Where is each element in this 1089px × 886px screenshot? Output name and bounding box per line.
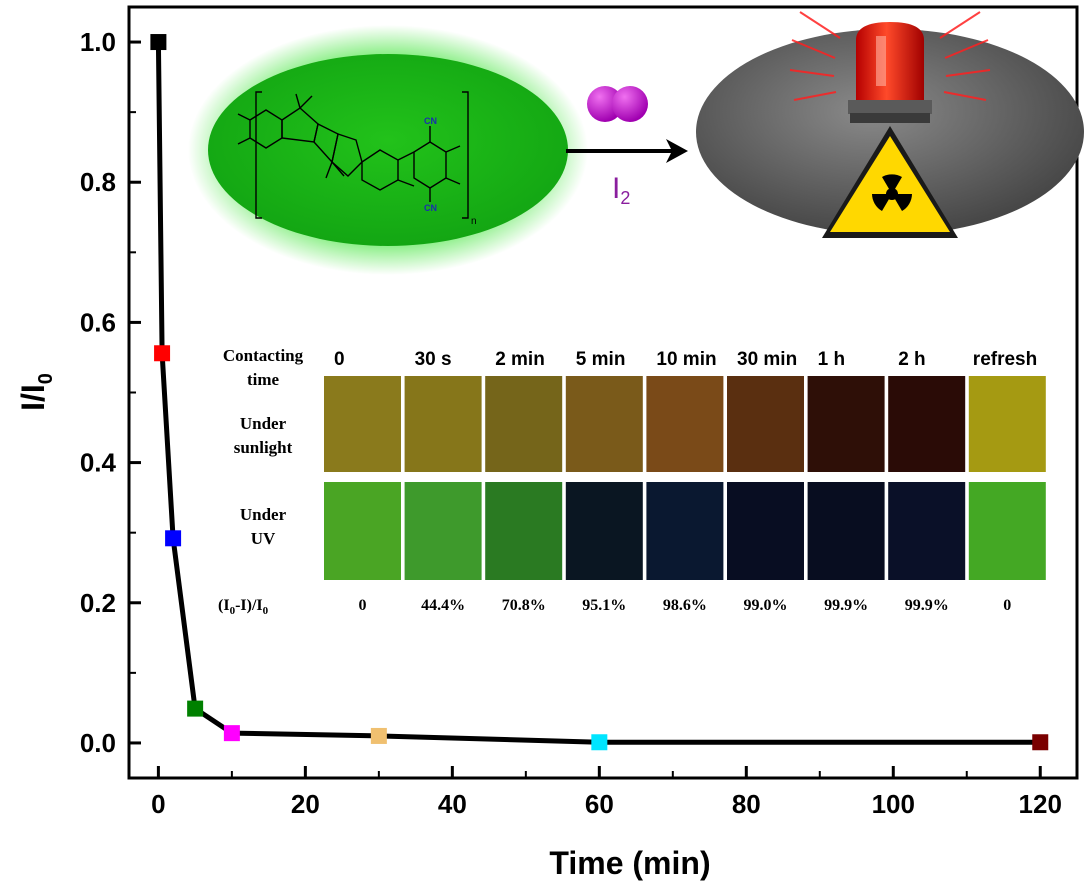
sunlight-swatch: [565, 376, 643, 472]
y-axis-label-main: I/I: [15, 384, 51, 411]
efficiency-value: 70.8%: [502, 597, 546, 614]
efficiency-value: 0: [1003, 597, 1011, 614]
y-axis: 0.0 0.2 0.4 0.6 0.8 1.0: [80, 27, 141, 758]
data-point: [370, 727, 387, 744]
radiation-warning-icon: [822, 126, 958, 238]
uv-swatch: [727, 482, 804, 580]
reaction-arrow-head: [666, 139, 688, 163]
row-header-time-line1: Contacting: [223, 346, 304, 365]
uv-swatch: [646, 482, 724, 580]
reagent-label-main: I: [612, 172, 620, 205]
data-point: [165, 530, 182, 547]
y-tick-label: 0.0: [80, 728, 116, 758]
efficiency-value: 44.4%: [421, 597, 465, 614]
efficiency-label: (I0-I)/I0: [218, 597, 269, 617]
sunlight-swatch: [807, 376, 885, 472]
sunlight-swatch: [888, 376, 966, 472]
x-axis: 0 20 40 60 80 100 120: [151, 766, 1062, 819]
efficiency-value: 0: [359, 597, 367, 614]
inset-cells: 0 0 30 s 44.4% 2 min 70.8% 5 min 95.1% 10 min 98.…: [324, 349, 1046, 614]
data-point: [150, 34, 167, 51]
uv-swatch: [888, 482, 966, 580]
data-point: [223, 725, 240, 742]
x-tick-label: 0: [151, 789, 165, 819]
y-axis-label-subscript: 0: [35, 373, 57, 384]
efficiency-value: 95.1%: [582, 597, 626, 614]
time-label: refresh: [973, 349, 1037, 370]
y-tick-label: 0.4: [80, 448, 117, 478]
iodine-atom-right: [612, 86, 648, 122]
time-label: 2 h: [898, 349, 925, 370]
row-header-sunlight-line1: Under: [240, 414, 287, 433]
color-change-inset: Contacting time Under sunlight Under UV …: [218, 346, 1046, 617]
alarm-beacon-icon: [848, 22, 932, 123]
data-point: [187, 700, 204, 717]
sunlight-swatch: [404, 376, 482, 472]
iodine-reagent: I2: [566, 86, 688, 208]
sunlight-swatch: [968, 376, 1046, 472]
x-tick-label: 100: [872, 789, 915, 819]
data-point: [1032, 734, 1049, 751]
green-disc: [208, 54, 568, 246]
alarm-scheme: [696, 11, 1084, 238]
uv-swatch: [324, 482, 401, 580]
row-header-uv-line2: UV: [251, 529, 276, 548]
polymer-structure: [237, 91, 469, 219]
alarm-rays: [789, 11, 991, 101]
repeat-unit-n: n: [471, 216, 477, 227]
y-axis-label: I/I0: [15, 373, 57, 411]
series-markers: [150, 34, 1049, 751]
y-tick-label: 0.8: [80, 167, 116, 197]
reagent-label: I2: [612, 172, 630, 208]
polymer-scheme: CN CN n: [188, 25, 588, 275]
sunlight-swatch: [646, 376, 724, 472]
uv-swatch: [968, 482, 1046, 580]
time-label: 2 min: [495, 349, 545, 370]
x-tick-label: 120: [1019, 789, 1062, 819]
iodine-atom-left: [587, 86, 623, 122]
cn-label-bottom: CN: [424, 203, 437, 213]
efficiency-value: 98.6%: [663, 597, 707, 614]
row-header-sunlight-line2: sunlight: [234, 438, 293, 457]
sunlight-swatch: [727, 376, 804, 472]
y-tick-label: 1.0: [80, 27, 116, 57]
row-header-time-line2: time: [247, 370, 280, 389]
sunlight-swatch: [324, 376, 401, 472]
efficiency-label-part1: (I: [218, 597, 230, 614]
efficiency-value: 99.0%: [744, 597, 788, 614]
time-label: 30 s: [415, 349, 452, 370]
x-tick-label: 80: [732, 789, 761, 819]
efficiency-value: 99.9%: [905, 597, 949, 614]
data-point: [591, 734, 608, 751]
x-tick-label: 40: [438, 789, 467, 819]
series-line: [155, 41, 1041, 745]
data-point: [154, 345, 171, 362]
y-tick-label: 0.6: [80, 307, 116, 337]
sunlight-swatch: [485, 376, 563, 472]
time-label: 1 h: [818, 349, 845, 370]
uv-swatch: [485, 482, 563, 580]
row-header-uv-line1: Under: [240, 505, 287, 524]
reagent-label-subscript: 2: [620, 188, 630, 208]
uv-swatch: [565, 482, 643, 580]
time-label: 5 min: [576, 349, 626, 370]
x-tick-label: 60: [585, 789, 614, 819]
x-tick-label: 20: [291, 789, 320, 819]
efficiency-value: 99.9%: [824, 597, 868, 614]
efficiency-label-part2: -I)/I: [235, 597, 263, 614]
cn-label-top: CN: [424, 116, 437, 126]
efficiency-label-sub2: 0: [263, 605, 269, 617]
y-tick-label: 0.2: [80, 588, 116, 618]
x-axis-label: Time (min): [549, 845, 710, 881]
uv-swatch: [807, 482, 885, 580]
time-label: 10 min: [656, 349, 716, 370]
uv-swatch: [404, 482, 482, 580]
time-label: 30 min: [737, 349, 797, 370]
time-label: 0: [334, 349, 345, 370]
efficiency-label-sub1: 0: [230, 605, 236, 617]
